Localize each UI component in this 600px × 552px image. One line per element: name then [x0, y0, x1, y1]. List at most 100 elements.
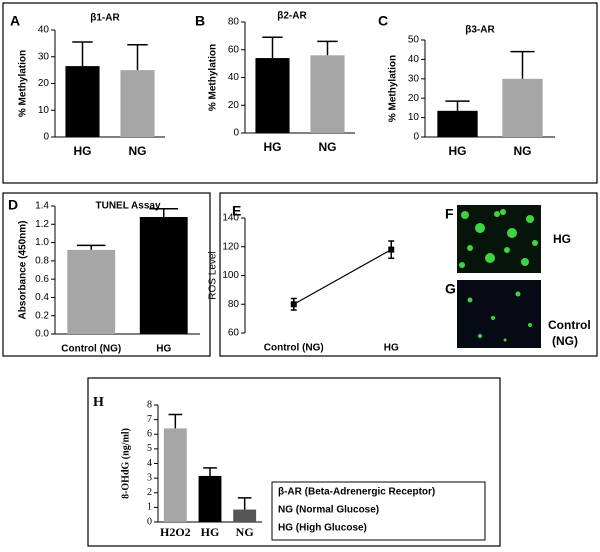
y-tick-label: 120 — [222, 241, 239, 252]
chart-title: TUNEL Assay — [95, 201, 160, 212]
panel-frame — [87, 377, 501, 547]
panel-letter: F — [445, 206, 454, 222]
y-tick-label: 20 — [228, 100, 240, 111]
bar — [163, 428, 187, 522]
y-tick-label: 50 — [408, 35, 420, 46]
y-tick-label: 80 — [228, 17, 240, 28]
panel-letter: H — [93, 395, 104, 410]
bar — [310, 55, 345, 133]
y-tick-label: 8 — [147, 399, 152, 410]
error-bar — [203, 467, 217, 476]
y-tick-label: 0.4 — [35, 292, 49, 303]
x-tick-label: NG — [236, 525, 254, 539]
y-tick-label: 60 — [228, 44, 240, 55]
y-axis-label: ROS Level — [208, 251, 219, 299]
x-tick-label: NG — [319, 140, 337, 154]
y-tick-label: 1.4 — [35, 201, 49, 212]
y-tick-label: 1.2 — [35, 219, 49, 230]
y-tick-label: 0.6 — [35, 274, 49, 285]
bar — [502, 78, 543, 137]
error-bar — [76, 244, 106, 250]
panel-letter: D — [8, 197, 18, 213]
y-tick-label: 3 — [147, 472, 152, 483]
y-tick-label: 40 — [408, 54, 420, 65]
y-tick-label: 0 — [413, 132, 419, 143]
y-tick-label: 100 — [222, 270, 239, 281]
bar — [437, 110, 478, 137]
image-label: (NG) — [552, 334, 578, 348]
legend-box — [271, 481, 486, 541]
y-tick-label: 0.0 — [35, 329, 49, 340]
x-tick-label: NG — [514, 144, 532, 158]
x-tick-label: HG — [384, 343, 399, 354]
chart: Cβ3-AR % Methylation 0 10 20 30 40 50 HG NG — [378, 13, 555, 158]
y-tick-label: 80 — [228, 299, 240, 310]
y-tick-label: 0 — [147, 516, 152, 527]
bar — [255, 58, 290, 134]
error-bar — [168, 413, 183, 429]
y-tick-label: 7 — [147, 414, 152, 425]
y-tick-label: 140 — [222, 213, 239, 224]
x-tick-label: HG — [74, 144, 92, 158]
error-bar — [445, 100, 470, 111]
error-bar — [149, 207, 179, 217]
panel-letter: A — [10, 13, 20, 29]
x-tick-label: H2O2 — [160, 525, 191, 539]
y-tick-label: 5 — [147, 443, 152, 454]
bar — [67, 249, 116, 334]
x-tick-label: HG — [201, 525, 220, 539]
chart: D TUNEL Assay Absorbance (450nm) 0.0 0.2 0.4 0… — [8, 197, 200, 355]
y-axis-label: Absorbance (450nm) — [18, 221, 29, 320]
x-tick-label: HG — [449, 144, 467, 158]
y-tick-label: 60 — [228, 328, 240, 339]
chart: E ROS Level 60 80 100 120 140 Control (NG) HG — [208, 203, 399, 354]
error-bar — [317, 40, 338, 56]
chart-title: β2-AR — [277, 11, 307, 22]
panel-frame — [219, 192, 598, 357]
y-axis-label: % Methylation — [208, 44, 219, 111]
y-tick-label: 20 — [408, 93, 420, 104]
x-tick-label: Control (NG) — [61, 344, 121, 355]
y-tick-label: 0 — [233, 128, 239, 139]
image-label: Control — [548, 318, 591, 332]
y-tick-label: 40 — [228, 72, 240, 83]
error-bar — [72, 41, 93, 67]
y-tick-label: 0 — [43, 132, 49, 143]
bar — [120, 70, 155, 137]
y-axis-label: % Methylation — [18, 50, 29, 117]
bar — [198, 475, 222, 522]
panel-letter: E — [232, 203, 241, 219]
image-label: HG — [553, 232, 571, 246]
x-tick-label: Control (NG) — [264, 343, 324, 354]
panel-letter: B — [195, 13, 205, 29]
panel-frame — [2, 192, 211, 357]
y-tick-label: 30 — [38, 51, 50, 62]
y-tick-label: 10 — [38, 105, 50, 116]
y-tick-label: 0.2 — [35, 310, 49, 321]
image-f — [457, 205, 541, 273]
y-tick-label: 30 — [408, 73, 420, 84]
panel-letter: G — [445, 281, 456, 297]
y-tick-label: 2 — [147, 487, 152, 498]
x-tick-label: HG — [264, 140, 282, 154]
y-axis-label: % Methylation — [388, 55, 399, 122]
y-tick-label: 1 — [147, 502, 152, 513]
legend-note: NG (Normal Glucose) — [278, 505, 379, 516]
y-axis-label: 8-OHdG (ng/ml) — [120, 428, 131, 499]
error-bar — [510, 50, 535, 79]
y-tick-label: 0.8 — [35, 255, 49, 266]
chart-title: β3-AR — [465, 25, 495, 36]
x-tick-label: NG — [129, 144, 147, 158]
chart: H 8-OHdG (ng/ml) 0 1 2 3 4 5 6 7 8 H2O2 HG NG — [93, 395, 262, 539]
y-tick-label: 1.0 — [35, 237, 49, 248]
x-tick-label: HG — [156, 344, 171, 355]
bar — [139, 216, 188, 334]
image-g — [457, 280, 541, 348]
line — [293, 249, 392, 305]
point — [290, 301, 297, 308]
error-bar — [237, 497, 252, 510]
panel-letter: C — [378, 13, 388, 29]
